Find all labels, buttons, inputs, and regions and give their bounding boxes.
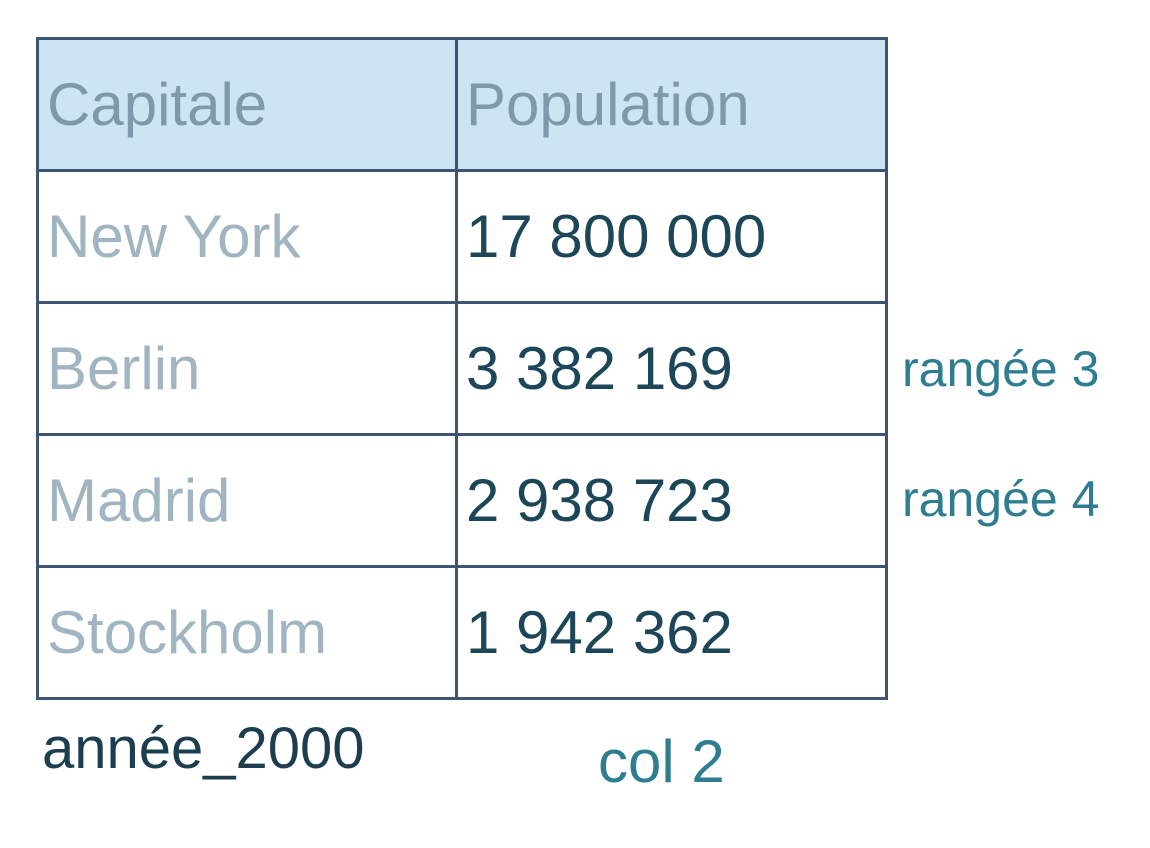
header-cell: Capitale	[36, 37, 458, 172]
table-cell: Madrid	[36, 433, 458, 568]
column-label: col 2	[598, 728, 725, 795]
table-name: année_2000	[42, 716, 365, 781]
table-cell: New York	[36, 169, 458, 304]
table-cell: Berlin	[36, 301, 458, 436]
row-label: rangée 4	[902, 471, 1100, 527]
row-label: rangée 3	[902, 341, 1100, 397]
header-cell: Population	[455, 37, 888, 172]
table-cell: 2 938 723	[455, 433, 888, 568]
table-cell: 1 942 362	[455, 565, 888, 700]
table-cell: 3 382 169	[455, 301, 888, 436]
table-cell: Stockholm	[36, 565, 458, 700]
table-cell: 17 800 000	[455, 169, 888, 304]
